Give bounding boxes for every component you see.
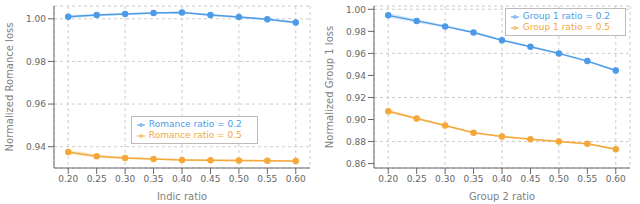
- svg-text:0.35: 0.35: [464, 174, 484, 184]
- svg-text:0.92: 0.92: [346, 93, 366, 103]
- svg-text:0.88: 0.88: [346, 137, 366, 147]
- svg-text:0.25: 0.25: [407, 174, 427, 184]
- svg-text:0.50: 0.50: [549, 174, 569, 184]
- svg-text:Normalized Group 1 loss: Normalized Group 1 loss: [324, 26, 335, 148]
- html-text:Romance ratio = 0.2: Romance ratio = 0.2: [148, 119, 242, 129]
- svg-text:0.30: 0.30: [115, 174, 135, 184]
- svg-text:0.45: 0.45: [200, 174, 220, 184]
- svg-text:0.50: 0.50: [229, 174, 249, 184]
- svg-text:Indic ratio: Indic ratio: [157, 191, 207, 202]
- svg-text:0.25: 0.25: [87, 174, 107, 184]
- html-text:Romance ratio = 0.5: Romance ratio = 0.5: [148, 130, 242, 140]
- svg-text:0.60: 0.60: [286, 174, 306, 184]
- svg-text:0.94: 0.94: [26, 142, 46, 152]
- svg-text:0.90: 0.90: [346, 115, 366, 125]
- svg-text:0.40: 0.40: [492, 174, 512, 184]
- svg-text:Normalized Romance loss: Normalized Romance loss: [8, 23, 15, 152]
- svg-text:0.94: 0.94: [346, 71, 366, 81]
- svg-text:0.20: 0.20: [378, 174, 398, 184]
- html-text:Group 1 ratio = 0.2: Group 1 ratio = 0.2: [522, 11, 610, 21]
- svg-text:0.55: 0.55: [257, 174, 277, 184]
- svg-text:0.60: 0.60: [606, 174, 626, 184]
- html-text:Group 1 ratio = 0.5: Group 1 ratio = 0.5: [522, 22, 610, 32]
- svg-text:0.45: 0.45: [520, 174, 540, 184]
- svg-text:0.55: 0.55: [577, 174, 597, 184]
- svg-text:0.86: 0.86: [346, 159, 366, 169]
- svg-text:1.00: 1.00: [346, 5, 366, 15]
- svg-text:0.40: 0.40: [172, 174, 192, 184]
- svg-text:0.35: 0.35: [144, 174, 164, 184]
- svg-text:0.30: 0.30: [435, 174, 455, 184]
- svg-text:0.96: 0.96: [26, 99, 46, 109]
- svg-text:0.20: 0.20: [58, 174, 78, 184]
- svg-text:0.96: 0.96: [346, 49, 366, 59]
- svg-text:0.98: 0.98: [346, 27, 366, 37]
- svg-text:1.00: 1.00: [26, 14, 46, 24]
- svg-text:0.98: 0.98: [26, 57, 46, 67]
- svg-text:Group 2 ratio: Group 2 ratio: [469, 191, 535, 202]
